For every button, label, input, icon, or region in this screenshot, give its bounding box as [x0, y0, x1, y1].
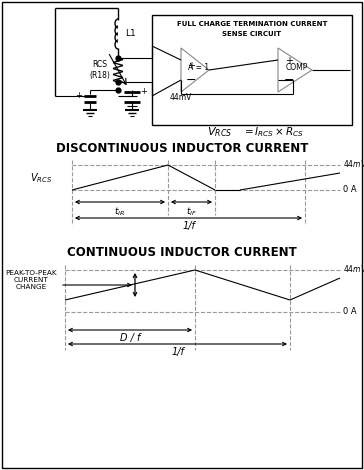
Text: FULL CHARGE TERMINATION CURRENT: FULL CHARGE TERMINATION CURRENT — [177, 21, 327, 27]
Text: A = 1: A = 1 — [189, 63, 210, 71]
Text: +: + — [140, 87, 147, 96]
Text: D / f: D / f — [120, 333, 140, 343]
Text: L1: L1 — [125, 30, 136, 39]
Text: CONTINUOUS INDUCTOR CURRENT: CONTINUOUS INDUCTOR CURRENT — [67, 245, 297, 258]
Text: SENSE CIRCUIT: SENSE CIRCUIT — [222, 31, 282, 37]
Text: $V_{RCS}$: $V_{RCS}$ — [207, 125, 233, 139]
Text: 1/f: 1/f — [182, 221, 195, 231]
Text: $44mV / R_{cs}$: $44mV / R_{cs}$ — [343, 159, 364, 171]
Text: 1/f: 1/f — [171, 347, 184, 357]
Text: 0 A: 0 A — [343, 307, 357, 316]
Text: COMP: COMP — [286, 63, 308, 72]
Text: 0 A: 0 A — [343, 186, 357, 195]
Text: $= I_{RCS} \times R_{CS}$: $= I_{RCS} \times R_{CS}$ — [242, 125, 304, 139]
Text: RCS
(R18): RCS (R18) — [89, 60, 110, 80]
Text: $44mV / R_{cs}$: $44mV / R_{cs}$ — [343, 264, 364, 276]
Text: +: + — [285, 56, 293, 66]
Text: PEAK-TO-PEAK
CURRENT
CHANGE: PEAK-TO-PEAK CURRENT CHANGE — [5, 270, 57, 290]
Text: $V_{RCS}$: $V_{RCS}$ — [30, 171, 52, 185]
Text: 44mV: 44mV — [170, 94, 192, 102]
Text: $t_{IF}$: $t_{IF}$ — [186, 205, 197, 218]
Text: −: − — [186, 73, 196, 86]
Bar — [152, 15, 352, 125]
Text: −: − — [284, 73, 294, 86]
Text: DISCONTINUOUS INDUCTOR CURRENT: DISCONTINUOUS INDUCTOR CURRENT — [56, 141, 308, 155]
Text: +: + — [187, 61, 195, 71]
Text: +: + — [75, 92, 82, 101]
Text: $t_{IR}$: $t_{IR}$ — [114, 205, 126, 218]
